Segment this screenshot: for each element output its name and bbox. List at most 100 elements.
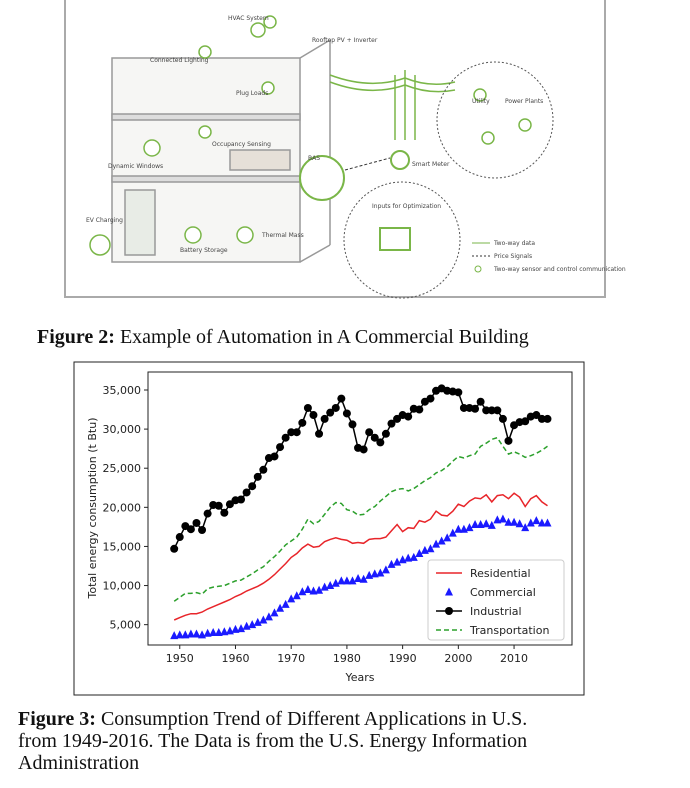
figure2-caption: Figure 2: Example of Automation in A Com…	[37, 326, 529, 348]
marker	[259, 615, 268, 624]
marker	[493, 406, 502, 415]
marker	[175, 630, 184, 639]
caption-label: Figure 3:	[18, 708, 96, 730]
diagram-label: Power Plants	[505, 98, 543, 105]
marker	[331, 578, 340, 587]
caption-label: Figure 2:	[37, 326, 115, 348]
marker	[487, 406, 496, 415]
marker	[337, 576, 346, 585]
diagram-label: EV Charging	[86, 217, 123, 224]
marker	[203, 509, 212, 518]
diagram-label: Battery Storage	[180, 247, 228, 254]
diagram-label: BAS	[308, 155, 320, 162]
marker	[426, 544, 435, 553]
marker	[537, 414, 546, 423]
marker	[253, 617, 262, 626]
y-tick-label: 15,000	[103, 540, 142, 553]
marker	[348, 576, 357, 585]
marker	[437, 536, 446, 545]
optimization-circle	[343, 181, 461, 299]
marker	[415, 405, 424, 414]
marker	[482, 406, 491, 415]
marker	[209, 627, 218, 636]
marker	[521, 417, 530, 426]
marker	[381, 429, 390, 438]
marker	[281, 599, 290, 608]
marker	[237, 624, 246, 633]
x-tick-label: 1990	[389, 652, 417, 665]
caption-line: Figure 3: Consumption Trend of Different…	[18, 708, 527, 730]
marker	[287, 594, 296, 603]
marker	[276, 603, 285, 612]
marker	[315, 585, 324, 594]
marker	[471, 404, 480, 413]
diagram-label: Dynamic Windows	[108, 163, 163, 170]
marker	[409, 552, 418, 561]
marker	[543, 518, 552, 527]
marker	[326, 408, 335, 417]
marker	[426, 394, 435, 403]
x-tick-label: 1980	[333, 652, 361, 665]
marker	[331, 403, 340, 412]
marker	[259, 465, 268, 474]
marker	[359, 574, 368, 583]
marker	[281, 433, 290, 442]
legend-key	[474, 265, 482, 273]
marker	[359, 445, 368, 454]
marker	[498, 514, 507, 523]
signal-arrow	[344, 157, 391, 171]
legend-label: Industrial	[470, 605, 522, 618]
marker	[476, 397, 485, 406]
marker	[504, 436, 513, 445]
utility-circle	[436, 61, 554, 179]
marker	[465, 523, 474, 532]
marker	[264, 612, 273, 621]
marker	[381, 565, 390, 574]
legend-label: Residential	[470, 567, 531, 580]
marker	[298, 418, 307, 427]
marker	[526, 518, 535, 527]
y-tick-label: 5,000	[110, 619, 142, 632]
y-tick-label: 20,000	[103, 501, 142, 514]
diagram-label: Rooftop PV + Inverter	[312, 37, 378, 44]
marker	[287, 428, 296, 437]
y-tick-label: 30,000	[103, 423, 142, 436]
marker	[170, 631, 179, 640]
legend-key	[445, 607, 453, 615]
marker	[443, 533, 452, 542]
series-line	[173, 436, 548, 602]
marker	[348, 420, 357, 429]
diagram-label: Inputs for Optimization	[372, 203, 441, 210]
marker	[376, 438, 385, 447]
x-tick-label: 1960	[221, 652, 249, 665]
marker	[504, 517, 513, 526]
x-axis-label: Years	[344, 671, 374, 684]
marker	[510, 517, 519, 526]
diagram-label: Plug Loads	[236, 90, 268, 97]
marker	[532, 516, 541, 525]
marker	[192, 629, 201, 638]
diagram-label: Smart Meter	[412, 161, 450, 168]
marker	[276, 443, 285, 452]
marker	[309, 586, 318, 595]
marker	[432, 539, 441, 548]
marker	[537, 518, 546, 527]
marker	[270, 608, 279, 617]
marker	[237, 495, 246, 504]
legend-key	[445, 587, 453, 596]
meter-icon	[390, 150, 410, 170]
diagram-label: Connected Lighting	[150, 57, 209, 64]
caption-line: Administration	[18, 752, 140, 774]
marker	[543, 414, 552, 423]
plot-area	[147, 371, 573, 646]
bas-icon	[299, 155, 345, 201]
y-tick-label: 25,000	[103, 462, 142, 475]
marker	[303, 584, 312, 593]
marker	[387, 419, 396, 428]
plot: 5,000 10,000 15,000 20,000 25,000 30,000 35,00…	[103, 384, 565, 665]
marker	[225, 500, 234, 509]
marker	[476, 520, 485, 529]
marker	[387, 559, 396, 568]
legend-box	[427, 559, 565, 641]
marker	[248, 482, 257, 491]
